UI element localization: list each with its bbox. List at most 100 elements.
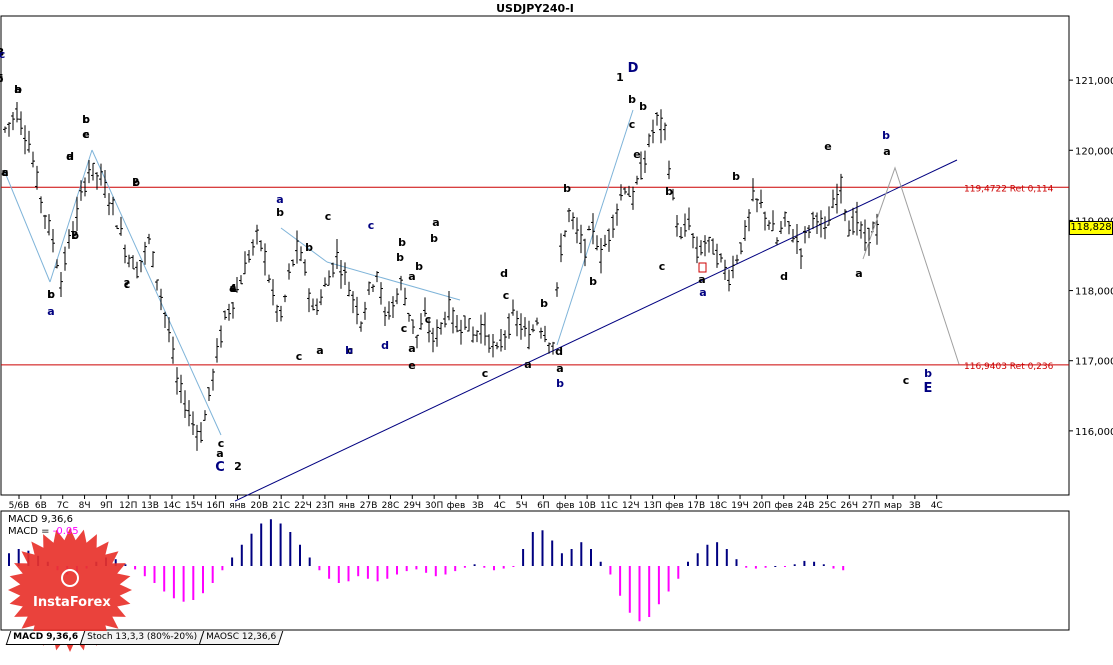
wave-label-black: ?: [72, 229, 78, 242]
macd-histogram-bar: [822, 564, 825, 566]
macd-histogram-bar: [473, 564, 476, 566]
wave-label-black: b: [563, 182, 571, 195]
wave-connector-line: [91, 149, 222, 436]
macd-histogram-bar: [696, 553, 699, 566]
wave-label-black: c: [218, 437, 225, 450]
wave-label-black: c: [296, 350, 303, 363]
wave-marker-square: [698, 262, 707, 273]
macd-histogram-bar: [706, 544, 709, 566]
wave-label-black: a: [883, 145, 890, 158]
macd-histogram-bar: [803, 560, 806, 566]
time-axis-label: 27П: [862, 501, 880, 511]
tab-macd[interactable]: MACD 9,36,6: [5, 631, 86, 645]
wave-label-navy: c: [0, 48, 5, 61]
macd-histogram-bar: [260, 523, 263, 566]
wave-label-black: a: [408, 342, 415, 355]
time-axis-label: 10В: [578, 501, 596, 511]
wave-label-black: c: [48, 288, 55, 301]
macd-histogram-bar: [425, 566, 428, 573]
macd-histogram-bar: [318, 566, 321, 571]
wave-label-black: b: [276, 206, 284, 219]
time-axis-label: 9П: [100, 501, 113, 511]
main-chart-frame: [0, 15, 1070, 496]
macd-histogram-bar: [231, 557, 234, 566]
wave-label-black: a: [698, 273, 705, 286]
wave-connector-line: [3, 169, 51, 283]
macd-histogram-bar: [774, 566, 777, 567]
time-axis-label: фев: [556, 501, 575, 511]
time-axis-label: 4С: [494, 501, 506, 511]
macd-histogram-bar: [735, 559, 738, 566]
macd-histogram-bar: [17, 549, 20, 566]
time-axis-label: фев: [665, 501, 684, 511]
macd-histogram-bar: [764, 566, 767, 568]
wave-label-black: a: [216, 447, 223, 460]
macd-histogram-bar: [163, 566, 166, 592]
wave-label-navy: b: [345, 344, 353, 357]
tab-stoch[interactable]: Stoch 13,3,3 (80%-20%): [79, 631, 205, 645]
wave-connector-line: [280, 227, 328, 263]
wave-label-black: a: [432, 216, 439, 229]
macd-histogram-bar: [405, 566, 408, 572]
wave-label-black: b: [305, 241, 313, 254]
macd-histogram-bar: [813, 561, 816, 566]
time-axis-label: 15Ч: [185, 501, 203, 511]
wave-label-black: b: [82, 113, 90, 126]
wave-label-navy: c: [368, 219, 375, 232]
time-axis-label: 11С: [600, 501, 618, 511]
trendline: [234, 159, 958, 502]
macd-histogram-bar: [463, 566, 466, 568]
macd-histogram-bar: [434, 566, 437, 577]
wave-label-black: a: [524, 358, 531, 371]
time-axis-label: 12П: [119, 501, 137, 511]
tab-maosc[interactable]: MAOSC 12,36,6: [198, 631, 284, 645]
wave-label-black: b: [540, 297, 548, 310]
macd-histogram-bar: [143, 566, 146, 577]
wave-label-black: ?: [133, 176, 139, 189]
wave-label-black: 1: [616, 71, 624, 84]
time-axis-label: 19Ч: [731, 501, 749, 511]
time-axis-label: 4С: [931, 501, 943, 511]
macd-histogram-bar: [502, 566, 505, 569]
macd-histogram-bar: [269, 519, 272, 566]
macd-histogram-bar: [677, 566, 680, 579]
wave-label-navy: b: [882, 129, 890, 142]
macd-histogram-bar: [687, 561, 689, 566]
macd-histogram-bar: [192, 566, 195, 600]
macd-histogram-bar: [619, 566, 622, 596]
wave-label-black: b: [628, 93, 636, 106]
forecast-path: [862, 166, 960, 365]
wave-label-navy: C: [215, 460, 225, 475]
time-axis-label: 13П: [644, 501, 662, 511]
time-axis-label: 8Ч: [79, 501, 91, 511]
wave-label-black: a: [855, 267, 862, 280]
macd-histogram-bar: [376, 566, 379, 582]
wave-label-black: e: [824, 140, 831, 153]
macd-histogram-bar: [328, 566, 331, 579]
macd-histogram-bar: [308, 557, 311, 566]
macd-histogram-bar: [667, 566, 670, 592]
time-axis-label: 3В: [472, 501, 484, 511]
wave-label-black: a: [556, 362, 563, 375]
macd-histogram-bar: [221, 566, 224, 571]
wave-label-black: d: [66, 150, 74, 163]
price-axis-label: 117,000: [1075, 357, 1113, 368]
wave-label-black: e: [633, 148, 640, 161]
time-axis-label: 5/6B: [9, 501, 30, 511]
wave-label-black: c: [401, 322, 408, 335]
macd-histogram-bar: [793, 564, 796, 566]
macd-histogram-bar: [172, 566, 175, 599]
macd-histogram-bar: [357, 566, 360, 577]
wave-label-black: 4: [229, 282, 237, 295]
wave-connector-line: [556, 109, 634, 346]
wave-label-navy: b: [924, 367, 932, 380]
wave-label-black: ?: [124, 278, 130, 291]
wave-label-black: b: [71, 229, 79, 242]
wave-label-black: a: [408, 270, 415, 283]
indicator-frame: [0, 510, 1070, 631]
macd-histogram-bar: [541, 530, 544, 566]
wave-label-black: c: [124, 278, 131, 291]
wave-label-black: a: [229, 282, 236, 295]
macd-value-prefix: MACD =: [8, 526, 53, 537]
ret-level-label: 119,4722 Ret 0,114: [964, 184, 1054, 194]
